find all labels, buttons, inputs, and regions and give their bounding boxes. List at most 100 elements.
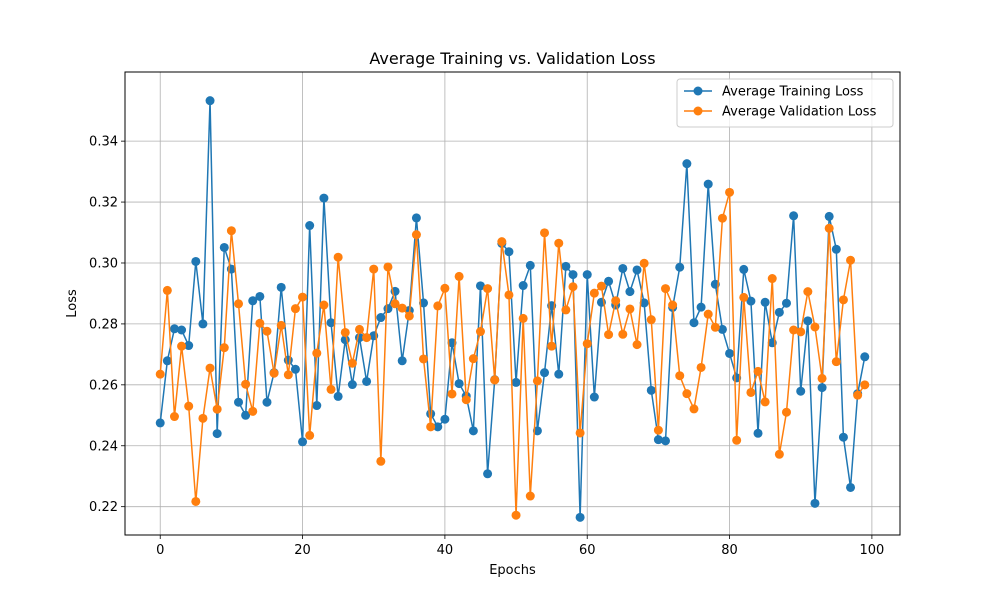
data-point-validation [319,300,329,310]
data-point-validation [390,299,400,309]
data-point-training [646,385,656,395]
data-point-validation [689,404,699,414]
data-point-training [639,298,649,308]
data-point-validation [426,422,436,432]
data-point-training [824,211,834,221]
data-point-training [682,159,692,169]
data-point-validation [191,496,201,506]
data-point-training [255,291,265,301]
data-point-validation [483,284,493,294]
data-point-validation [219,343,229,353]
data-point-validation [504,290,514,300]
chart-title: Average Training vs. Validation Loss [369,49,655,68]
data-point-validation [155,369,165,379]
data-point-training [319,193,329,203]
data-point-training [632,265,642,275]
data-point-validation [675,371,685,381]
y-axis-label: Loss [65,289,80,318]
data-point-training [440,414,450,424]
data-point-validation [625,304,635,314]
data-point-training [397,356,407,366]
data-point-training [589,392,599,402]
data-point-training [504,247,514,257]
data-point-validation [824,223,834,233]
y-tick-label: 0.34 [89,135,118,150]
data-point-validation [696,362,706,372]
data-point-training [219,242,229,252]
data-point-validation [817,373,827,383]
data-point-validation [447,389,457,399]
data-point-training [803,316,813,326]
data-point-validation [362,333,372,343]
data-point-validation [646,315,656,325]
data-point-validation [433,301,443,311]
data-point-validation [276,320,286,330]
legend: Average Training Loss Average Validation… [676,78,894,128]
series-layer [155,96,870,522]
data-point-training [184,341,194,351]
data-point-validation [710,322,720,332]
data-point-training [419,298,429,308]
data-point-training [739,264,749,274]
data-point-validation [767,274,777,284]
data-point-validation [860,380,870,390]
data-point-validation [177,341,187,351]
data-point-validation [518,313,528,323]
y-tick-label: 0.26 [89,378,118,393]
data-point-training [312,401,322,411]
data-point-validation [589,288,599,298]
x-tick-label: 0 [156,543,164,558]
data-point-training [661,436,671,446]
data-point-training [276,282,286,292]
data-point-validation [461,395,471,405]
y-tick-label: 0.28 [89,317,118,332]
data-point-training [305,221,315,231]
x-axis-label: Epochs [489,563,536,578]
data-point-validation [810,322,820,332]
data-point-validation [682,389,692,399]
data-point-validation [411,230,421,240]
data-point-training [618,263,628,273]
data-point-validation [739,292,749,302]
x-tick-label: 100 [859,543,884,558]
data-point-validation [454,271,464,281]
data-point-training [347,380,357,390]
data-point-validation [226,226,236,236]
data-point-validation [419,354,429,364]
data-point-training [831,244,841,254]
data-point-validation [732,435,742,445]
data-point-validation [440,283,450,293]
data-point-training [433,422,443,432]
data-point-training [746,296,756,306]
data-point-validation [774,449,784,459]
data-point-validation [369,264,379,274]
data-point-validation [198,413,208,423]
data-point-validation [305,430,315,440]
data-point-training [789,211,799,221]
data-point-validation [333,252,343,262]
data-point-training [525,260,535,270]
series-validation [155,187,870,520]
data-point-training [411,213,421,223]
data-point-training [475,281,485,291]
data-point-validation [162,285,172,295]
data-point-validation [354,324,364,334]
legend-box [676,78,894,128]
data-point-training [155,418,165,428]
data-point-validation [703,309,713,319]
data-point-training [241,410,251,420]
data-point-validation [290,304,300,314]
data-point-training [846,482,856,492]
data-point-training [810,498,820,508]
data-point-training [561,261,571,271]
data-point-training [689,318,699,328]
data-point-validation [846,255,856,265]
data-point-validation [184,401,194,411]
data-point-validation [653,425,663,435]
data-point-validation [234,299,244,309]
data-point-training [326,318,336,328]
data-point-training [860,352,870,362]
data-point-validation [781,407,791,417]
data-point-training [298,437,308,447]
